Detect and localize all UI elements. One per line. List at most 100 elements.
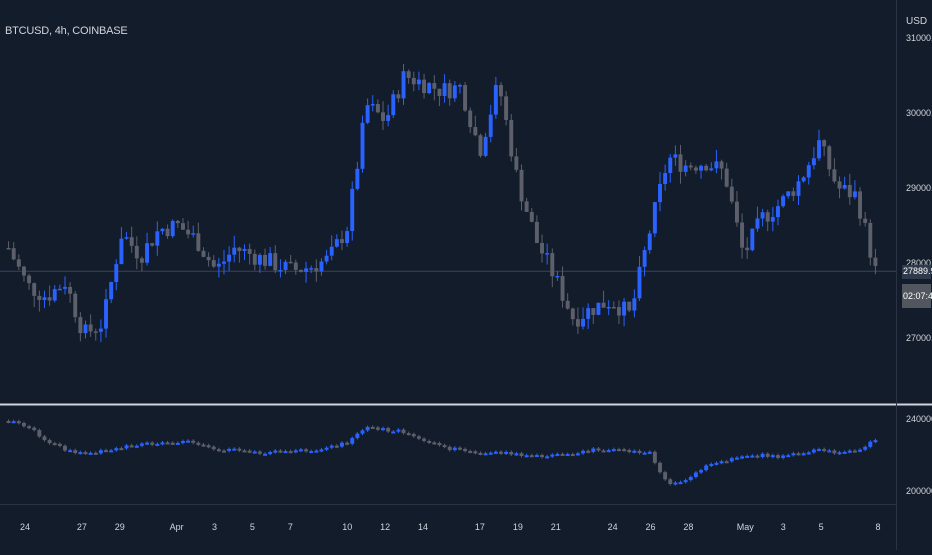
price-candle-body <box>729 186 734 202</box>
price-candle-body <box>139 258 144 263</box>
price-candle-body <box>847 184 852 198</box>
indicator-candle-body <box>334 445 339 448</box>
indicator-candle-body <box>447 446 452 451</box>
price-candle-body <box>150 243 155 246</box>
price-candle-body <box>411 77 416 85</box>
price-candle-body <box>832 169 837 182</box>
indicator-candle-body <box>340 442 344 447</box>
indicator-candle-body <box>499 451 503 454</box>
price-candle-body <box>309 268 314 270</box>
indicator-candle-body <box>575 453 580 456</box>
price-candle-body <box>191 233 196 235</box>
indicator-candle-body <box>42 436 47 441</box>
price-candle-body <box>181 223 185 230</box>
price-candle-body <box>765 212 770 222</box>
indicator-candle-body <box>386 428 391 432</box>
price-candle-body <box>391 94 396 116</box>
indicator-candle-body <box>524 455 529 458</box>
indicator-candle-body <box>468 451 473 454</box>
price-candle-body <box>11 248 16 260</box>
price-candle-body <box>293 262 298 270</box>
price-axis-tick-label: 28000.00 <box>906 258 932 268</box>
indicator-candle-body <box>242 450 247 453</box>
price-candle-body <box>801 177 806 182</box>
indicator-candle-body <box>683 480 688 483</box>
time-axis-tick-label: May <box>737 522 755 532</box>
price-candle-body <box>734 201 739 223</box>
price-candle-body <box>370 104 375 106</box>
indicator-candle-body <box>478 452 483 455</box>
indicator-candle-body <box>422 438 427 441</box>
indicator-candle-body <box>6 420 11 423</box>
indicator-candle-body <box>565 454 570 457</box>
price-candle-body <box>201 250 206 257</box>
price-candle-body <box>334 239 339 247</box>
time-axis-tick-label: 28 <box>683 522 693 532</box>
price-candle-body <box>673 154 678 158</box>
price-candle-body <box>278 269 283 272</box>
indicator-candle-body <box>740 456 745 459</box>
time-axis-tick-label: 24 <box>608 522 618 532</box>
price-candle-body <box>16 259 21 267</box>
price-candle-body <box>540 242 544 254</box>
price-candle-body <box>114 264 119 282</box>
price-candle-body <box>642 250 647 267</box>
price-axis-tick-label: 30000.00 <box>906 108 932 118</box>
indicator-candle-body <box>401 429 406 434</box>
price-candle-body <box>324 255 329 262</box>
price-candle-body <box>247 248 252 254</box>
indicator-candle-body <box>868 441 873 447</box>
price-candle-body <box>422 79 427 94</box>
indicator-candle-body <box>668 479 673 485</box>
price-candle-body <box>760 212 765 219</box>
price-candle-body <box>581 318 586 327</box>
price-candle-body <box>606 306 611 309</box>
indicator-candle-body <box>27 426 32 429</box>
indicator-candle-body <box>396 429 401 432</box>
price-candle-body <box>273 253 278 271</box>
indicator-candle-body <box>463 448 468 452</box>
indicator-candle-body <box>514 453 519 456</box>
indicator-candle-body <box>268 452 273 455</box>
symbol-title[interactable]: BTCUSD, 4h, COINBASE <box>5 25 128 37</box>
price-candle-body <box>37 295 42 301</box>
price-candle-body <box>88 324 93 332</box>
price-candle-body <box>232 247 237 255</box>
price-candle-body <box>263 254 267 266</box>
price-candle-body <box>93 331 98 333</box>
price-candle-body <box>852 191 857 198</box>
indicator-candle-body <box>632 450 637 453</box>
indicator-candle-body <box>57 443 62 446</box>
price-candle-body <box>42 297 47 301</box>
indicator-candle-body <box>437 443 442 446</box>
time-axis-tick-label: 3 <box>781 522 786 532</box>
indicator-candle-body <box>432 442 437 445</box>
indicator-candle-body <box>473 451 478 454</box>
time-axis-tick-label: 3 <box>212 522 217 532</box>
indicator-candle-body <box>73 450 78 453</box>
price-candle-body <box>186 229 191 235</box>
price-candle-body <box>381 112 385 121</box>
price-candle-body <box>437 88 442 96</box>
indicator-candle-body <box>21 423 26 427</box>
price-candle-body <box>457 85 462 87</box>
price-candle-body <box>837 181 842 189</box>
price-candle-body <box>796 181 801 196</box>
price-candle-body <box>473 127 478 136</box>
price-candle-body <box>575 319 580 327</box>
time-axis-tick-label: 5 <box>250 522 255 532</box>
indicator-candle-body <box>232 448 237 451</box>
indicator-candle-body <box>817 449 821 452</box>
indicator-candle-body <box>375 427 380 430</box>
indicator-candle-body <box>175 442 180 445</box>
indicator-candle-body <box>488 452 493 455</box>
indicator-candle-body <box>304 449 309 452</box>
price-candle-body <box>350 188 355 232</box>
indicator-candle-body <box>770 455 775 458</box>
indicator-candle-body <box>858 449 863 452</box>
indicator-candle-body <box>237 448 242 451</box>
indicator-candle-body <box>406 433 411 436</box>
price-candle-body <box>499 84 503 97</box>
indicator-candle-body <box>647 451 652 454</box>
